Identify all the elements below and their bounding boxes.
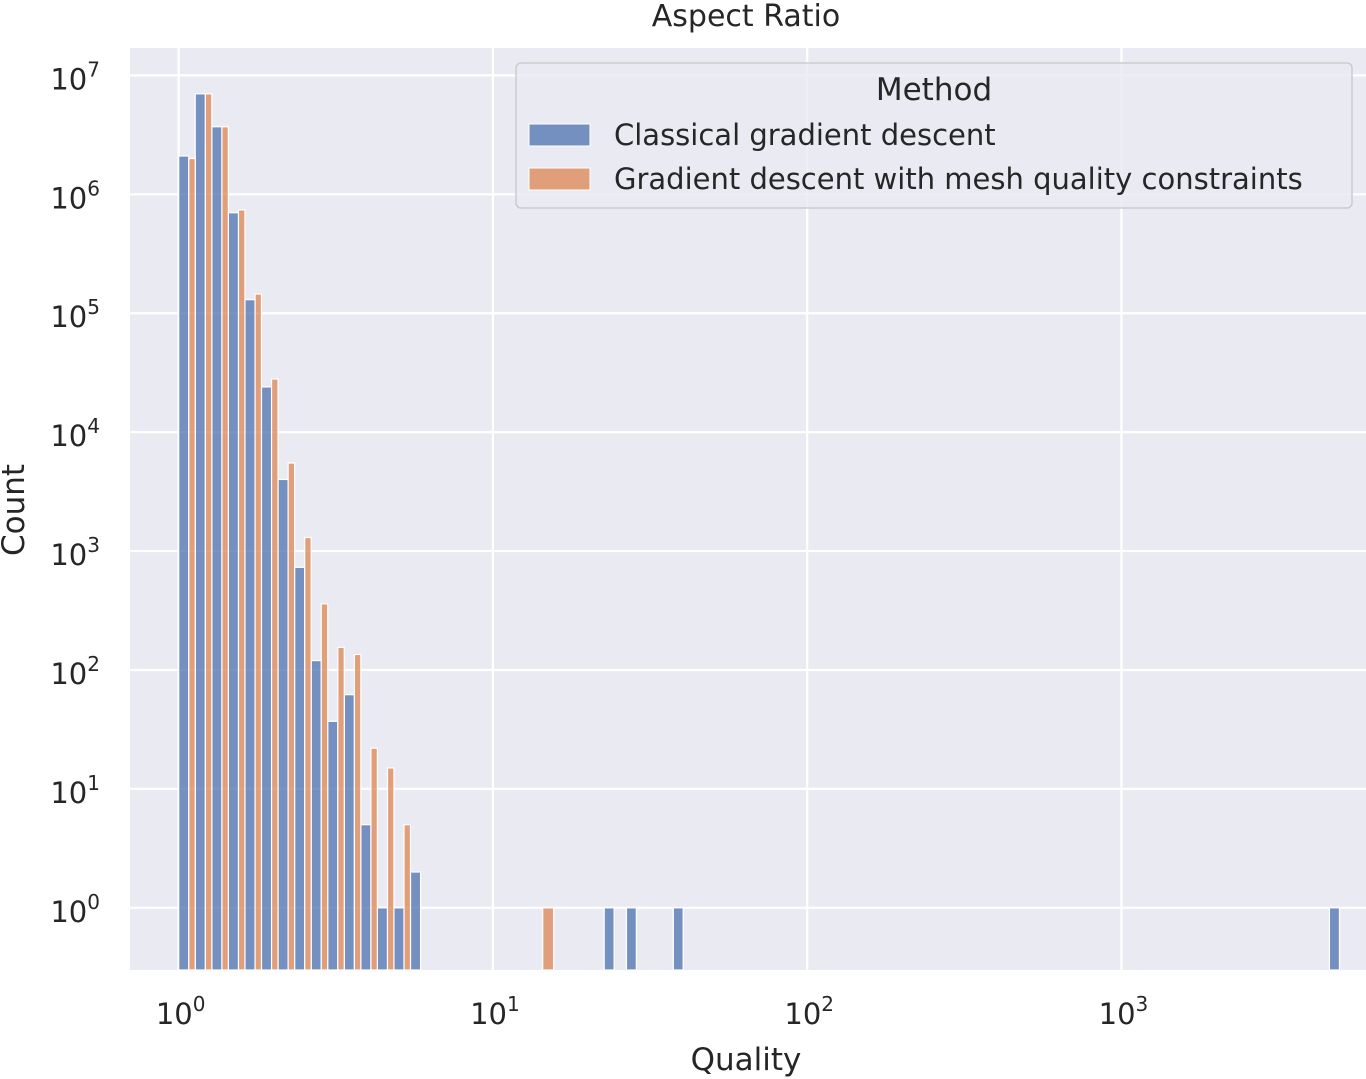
- bar-s0-11: [360, 824, 372, 971]
- x-tick-labels: 100 101 102 103: [156, 992, 1148, 1031]
- bar-s0-0: [178, 155, 190, 971]
- bar-s1-14: [542, 907, 555, 971]
- bar-s0-10: [343, 694, 355, 971]
- legend-label-constrained: Gradient descent with mesh quality const…: [614, 162, 1303, 196]
- y-axis-label: Count: [0, 464, 32, 556]
- x-tick-label-1: 101: [470, 992, 520, 1031]
- bar-s0-12: [376, 907, 389, 971]
- bar-s0-17: [672, 907, 684, 971]
- bar-s1-4: [254, 293, 263, 971]
- chart-title: Aspect Ratio: [652, 0, 840, 34]
- y-tick-label-2: 102: [50, 652, 100, 691]
- x-tick-label-0: 100: [156, 992, 206, 1031]
- bar-s0-8: [310, 659, 322, 971]
- bar-s0-15: [603, 907, 615, 971]
- legend-title: Method: [876, 72, 992, 108]
- bar-s1-9: [337, 646, 345, 971]
- bar-s0-14: [409, 871, 422, 971]
- legend-swatch-constrained: [528, 167, 591, 191]
- bar-s0-3: [227, 212, 240, 971]
- y-tick-label-6: 106: [50, 176, 100, 215]
- x-tick-label-2: 102: [784, 992, 834, 1031]
- bar-s0-18: [1328, 907, 1341, 971]
- bar-s1-11: [370, 747, 378, 971]
- legend: Method Classical gradient descent Gradie…: [515, 62, 1353, 209]
- bar-s0-6: [277, 478, 289, 971]
- bar-s1-5: [270, 378, 279, 971]
- bar-s1-6: [287, 462, 296, 971]
- bar-s1-1: [204, 93, 213, 971]
- x-axis-label: Quality: [691, 1042, 802, 1078]
- legend-box: [515, 62, 1353, 209]
- bar-s1-0: [188, 157, 196, 971]
- bar-s1-10: [353, 653, 362, 971]
- bar-s0-9: [327, 720, 339, 971]
- y-tick-label-3: 103: [50, 533, 100, 572]
- legend-label-classical: Classical gradient descent: [614, 118, 996, 152]
- bar-s0-2: [211, 126, 223, 971]
- bar-s0-1: [194, 93, 206, 971]
- y-tick-label-7: 107: [50, 57, 100, 96]
- bar-s1-13: [403, 824, 412, 971]
- bar-s1-12: [386, 767, 395, 971]
- bar-s0-16: [625, 907, 637, 971]
- y-tick-label-5: 105: [50, 295, 100, 334]
- bar-s0-5: [260, 386, 273, 971]
- bar-s1-2: [221, 126, 229, 971]
- bar-s0-4: [244, 299, 256, 971]
- bar-s0-13: [393, 907, 405, 971]
- x-tick-label-3: 103: [1099, 992, 1149, 1031]
- y-tick-label-1: 101: [50, 771, 100, 810]
- bars-group: [178, 93, 1341, 971]
- legend-swatch-classical: [528, 123, 591, 147]
- bar-s1-7: [304, 536, 312, 971]
- bar-s1-3: [237, 209, 246, 971]
- y-tick-label-0: 100: [50, 890, 100, 929]
- y-tick-labels: 100 101 102 103 104 105 106 107: [50, 57, 100, 928]
- y-tick-label-4: 104: [50, 414, 100, 453]
- bar-s1-8: [320, 603, 329, 971]
- bar-s0-7: [293, 566, 306, 971]
